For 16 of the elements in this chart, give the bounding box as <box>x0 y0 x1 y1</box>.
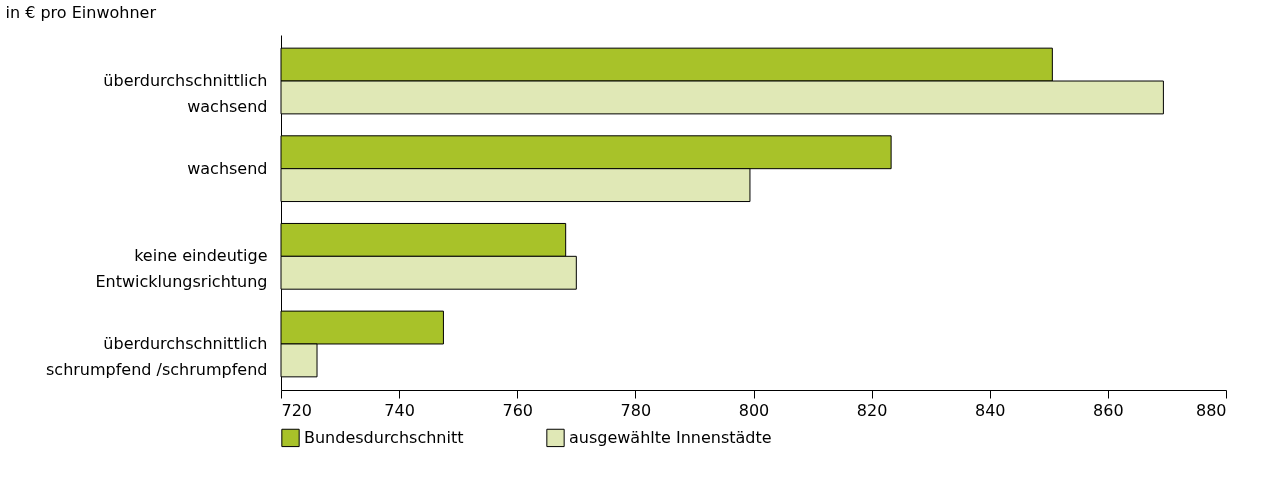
x-tick-label: 800 <box>738 400 770 420</box>
x-tick-label: 760 <box>502 400 534 420</box>
y-tick-label: keine eindeutige Entwicklungsrichtung <box>95 246 268 292</box>
x-tick-label: 860 <box>1093 400 1124 420</box>
y-tick-label: überdurchschnittlich wachsend <box>103 71 268 117</box>
x-tick-label: 840 <box>974 400 1006 420</box>
x-tick-label: 880 <box>1195 400 1227 420</box>
x-tick-label: 820 <box>856 400 888 420</box>
y-tick-label: wachsend <box>187 158 268 178</box>
x-tick-label: 780 <box>620 400 652 420</box>
legend-label: ausgewählte Innenstädte <box>569 427 772 447</box>
x-tick-label: 740 <box>384 400 415 420</box>
x-axis-title: in € pro Einwohner <box>5 3 157 22</box>
y-tick-label: überdurchschnittlich schrumpfend /schrumpfend <box>46 333 268 379</box>
x-tick-label: 720 <box>281 400 313 420</box>
legend-label: Bundesdurchschnitt <box>304 427 464 447</box>
